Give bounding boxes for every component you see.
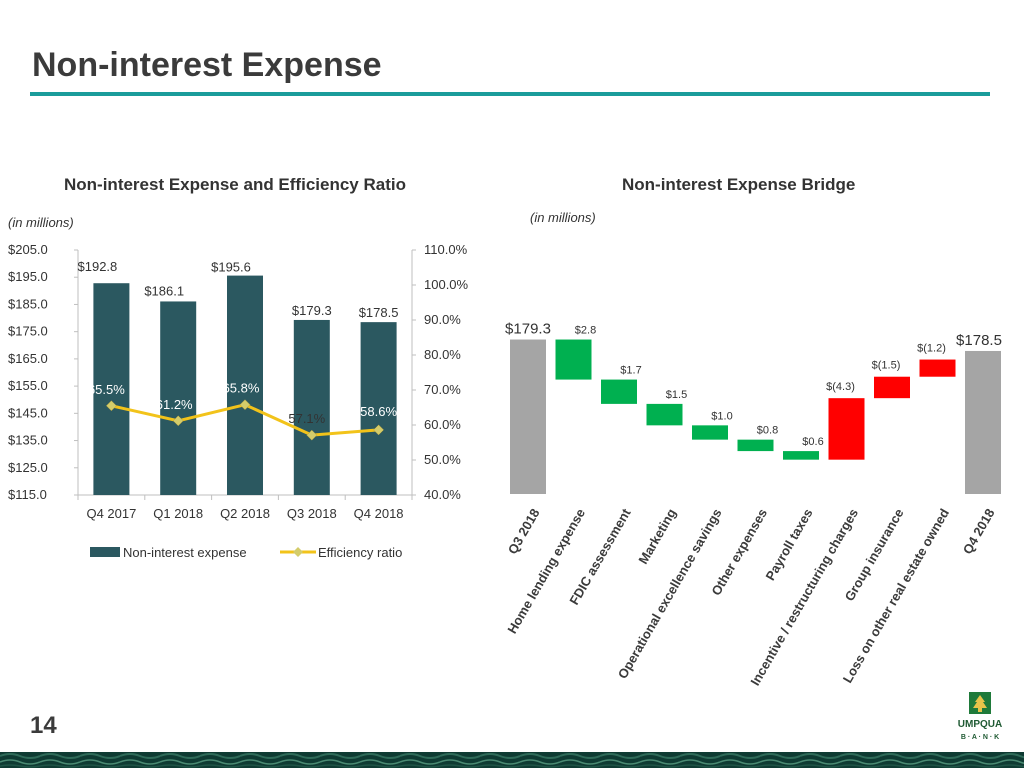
efficiency-ratio-marker	[106, 400, 117, 412]
x-tick-label: Q4 2017	[86, 506, 136, 521]
y-left-tick-label: $115.0	[8, 487, 47, 502]
bridge-bar-other-expenses	[737, 439, 774, 452]
line-data-label: 58.6%	[360, 404, 397, 419]
bar-data-label: $186.1	[144, 283, 184, 298]
y-left-tick-label: $135.0	[8, 433, 48, 448]
y-right-tick-label: 50.0%	[424, 452, 461, 467]
bar-data-label: $192.8	[78, 259, 118, 274]
umpqua-bank-logo: UMPQUA B · A · N · K	[958, 692, 1002, 741]
y-left-tick-label: $195.0	[8, 269, 48, 284]
bridge-data-label: $179.3	[505, 321, 551, 338]
bridge-data-label: $(1.5)	[872, 360, 901, 372]
y-left-tick-label: $155.0	[8, 378, 48, 393]
bridge-data-label: $1.0	[711, 410, 732, 422]
bridge-data-label: $0.8	[757, 425, 778, 437]
y-left-tick-label: $185.0	[8, 296, 48, 311]
bridge-category-label: Marketing	[635, 506, 679, 567]
bar-q2-2018	[227, 275, 263, 495]
title-divider	[30, 92, 990, 96]
y-right-tick-label: 80.0%	[424, 347, 461, 362]
bridge-bar-q3-2018	[510, 339, 546, 494]
bridge-bar-q4-2018	[965, 350, 1001, 494]
line-data-label: 65.8%	[223, 381, 260, 396]
bridge-bar-group-insurance	[874, 376, 910, 399]
chart1-units-note: (in millions)	[8, 215, 74, 230]
x-tick-label: Q2 2018	[220, 506, 270, 521]
y-right-tick-label: 40.0%	[424, 487, 461, 502]
x-tick-label: Q4 2018	[354, 506, 404, 521]
bridge-data-label: $1.5	[666, 389, 687, 401]
legend-swatch-bar	[90, 547, 120, 557]
bridge-data-label: $(1.2)	[917, 343, 946, 355]
efficiency-ratio-marker	[306, 429, 318, 441]
chart1-title: Non-interest Expense and Efficiency Rati…	[64, 175, 406, 194]
legend-label-line: Efficiency ratio	[318, 545, 402, 560]
y-right-tick-label: 100.0%	[424, 277, 469, 292]
bridge-bar-fdic-assessment	[601, 379, 637, 404]
bridge-data-label: $(4.3)	[826, 381, 855, 393]
chart2-title: Non-interest Expense Bridge	[622, 175, 856, 194]
y-right-tick-label: 110.0%	[424, 242, 468, 257]
y-left-tick-label: $165.0	[8, 351, 48, 366]
tree-icon	[973, 695, 987, 712]
bar-q4-2018	[360, 322, 397, 495]
bar-q1-2018	[160, 301, 197, 495]
bridge-bar-operational-excellence-savings	[692, 425, 728, 440]
y-right-tick-label: 90.0%	[424, 312, 461, 327]
y-right-tick-label: 60.0%	[424, 417, 461, 432]
legend-swatch-marker	[293, 547, 303, 557]
x-tick-label: Q3 2018	[287, 506, 337, 521]
bridge-data-label: $178.5	[956, 332, 1002, 349]
chart2-units-note: (in millions)	[530, 210, 596, 225]
efficiency-ratio-marker	[172, 415, 184, 427]
efficiency-ratio-marker	[373, 424, 384, 436]
y-left-tick-label: $145.0	[8, 405, 48, 420]
logo-subtext: B · A · N · K	[961, 734, 999, 741]
bar-data-label: $195.6	[211, 260, 251, 275]
y-left-tick-label: $125.0	[8, 460, 48, 475]
line-data-label: 57.1%	[288, 411, 325, 426]
bridge-bar-home-lending-expense	[555, 339, 592, 380]
bridge-category-label: Payroll taxes	[762, 506, 815, 583]
x-tick-label: Q1 2018	[153, 506, 203, 521]
logo-wordmark: UMPQUA	[958, 719, 1002, 730]
bridge-category-label: Home lending expense	[504, 506, 588, 636]
bridge-bar-loss-on-other-real-estate-owned	[919, 359, 956, 377]
bridge-data-label: $1.7	[620, 365, 641, 377]
legend-label-bar: Non-interest expense	[123, 545, 247, 560]
bar-data-label: $179.3	[292, 303, 332, 318]
bar-q4-2017	[93, 283, 130, 495]
bridge-data-label: $2.8	[575, 325, 596, 337]
bridge-bar-payroll-taxes	[783, 451, 819, 460]
bridge-data-label: $0.6	[802, 436, 823, 448]
bridge-bar-incentive-restructuring-charges	[828, 398, 865, 460]
bridge-category-label: Operational excellence savings	[615, 506, 725, 681]
page-number: 14	[30, 712, 57, 739]
bridge-bar-marketing	[646, 403, 683, 426]
y-right-tick-label: 70.0%	[424, 382, 461, 397]
bridge-category-label: Q4 2018	[960, 506, 998, 557]
line-data-label: 65.5%	[88, 382, 125, 397]
y-left-tick-label: $175.0	[8, 324, 48, 339]
bridge-category-label: Q3 2018	[505, 506, 543, 557]
slide-title: Non-interest Expense	[32, 46, 382, 84]
efficiency-ratio-marker	[239, 399, 251, 411]
bar-data-label: $178.5	[359, 305, 399, 320]
footer-pattern	[0, 752, 1024, 768]
line-data-label: 61.2%	[156, 397, 193, 412]
y-left-tick-label: $205.0	[8, 242, 48, 257]
bar-q3-2018	[293, 319, 330, 495]
